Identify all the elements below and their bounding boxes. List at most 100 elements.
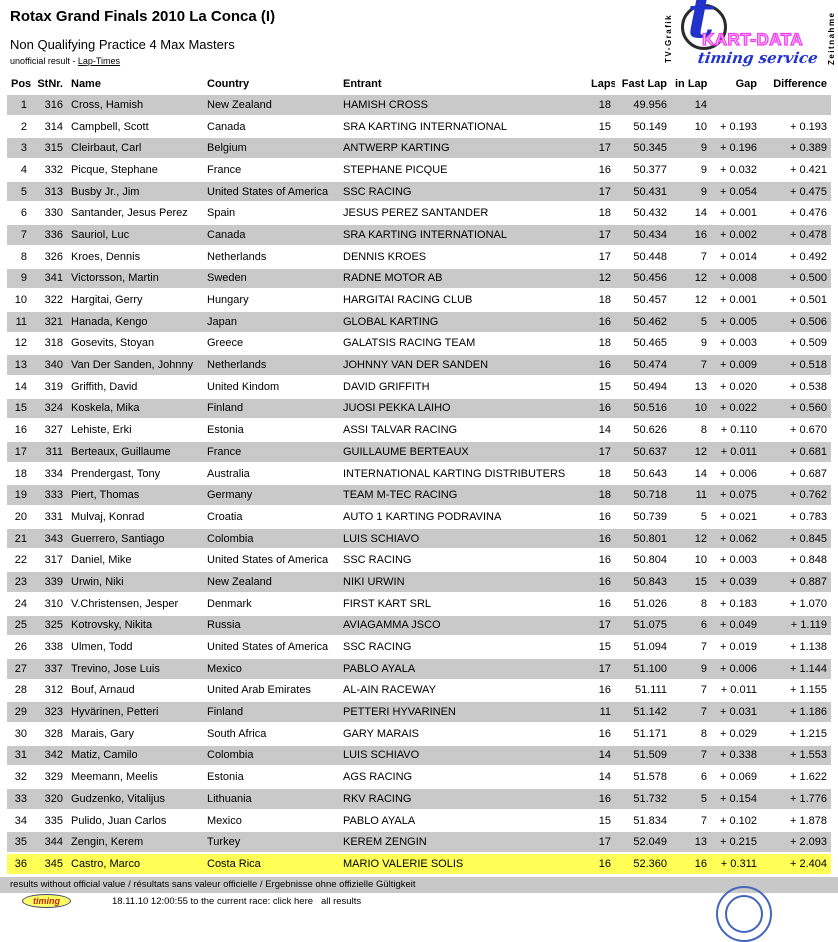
cell-laps: 18 — [598, 207, 611, 220]
cell-entrant: DAVID GRIFFITH — [343, 380, 430, 393]
click-here-link[interactable]: click here — [272, 896, 314, 907]
cell-stnr: 330 — [44, 207, 63, 220]
cell-pos: 5 — [20, 185, 27, 198]
cell-laps: 14 — [598, 749, 611, 762]
cell-stnr: 344 — [44, 836, 63, 849]
cell-country: Costa Rica — [207, 858, 261, 871]
cell-country: Denmark — [207, 597, 252, 610]
cell-name: Mulvaj, Konrad — [71, 510, 145, 523]
cell-laps: 16 — [598, 684, 611, 697]
result-status-label: unofficial result - — [10, 56, 78, 66]
cell-pos: 15 — [14, 402, 27, 415]
cell-laps: 16 — [598, 315, 611, 328]
cell-entrant: MARIO VALERIE SOLIS — [343, 858, 464, 871]
cell-inlap: 10 — [694, 120, 707, 133]
cell-gap: + 0.338 — [719, 749, 757, 762]
cell-fastlap: 49.956 — [633, 98, 667, 111]
cell-laps: 17 — [598, 836, 611, 849]
cell-pos: 7 — [20, 228, 27, 241]
cell-country: Belgium — [207, 142, 247, 155]
cell-laps: 16 — [598, 792, 611, 805]
cell-pos: 24 — [14, 597, 27, 610]
cell-inlap: 15 — [694, 575, 707, 588]
table-row: 5 313 Busby Jr., Jim United States of Am… — [7, 180, 831, 203]
cell-stnr: 324 — [44, 402, 63, 415]
cell-pos: 22 — [14, 554, 27, 567]
results-table: Pos StNr. Name Country Entrant Laps Fast… — [7, 74, 831, 875]
timing-service-wordmark: timing service — [696, 49, 820, 67]
cell-inlap: 6 — [700, 619, 707, 632]
cell-entrant: SSC RACING — [343, 554, 412, 567]
cell-laps: 12 — [598, 272, 611, 285]
table-row: 33 320 Gudzenko, Vitalijus Lithuania RKV… — [7, 788, 831, 810]
cell-laps: 16 — [598, 163, 611, 176]
cell-difference: + 0.762 — [789, 489, 827, 502]
timing-badge[interactable]: timing — [22, 894, 71, 908]
cell-difference: + 0.476 — [789, 207, 827, 220]
table-header-row: Pos StNr. Name Country Entrant Laps Fast… — [7, 74, 831, 94]
cell-pos: 23 — [14, 575, 27, 588]
cell-gap: + 0.215 — [719, 836, 757, 849]
cell-stnr: 334 — [44, 467, 63, 480]
col-header-difference: Difference — [773, 77, 827, 90]
cell-laps: 15 — [598, 641, 611, 654]
cell-inlap: 7 — [700, 359, 707, 372]
cell-inlap: 9 — [700, 163, 707, 176]
cell-country: United States of America — [207, 554, 329, 567]
cell-entrant: GLOBAL KARTING — [343, 315, 439, 328]
cell-stnr: 325 — [44, 619, 63, 632]
cell-gap: + 0.020 — [719, 380, 757, 393]
cell-pos: 28 — [14, 684, 27, 697]
cell-stnr: 341 — [44, 272, 63, 285]
cell-name: Ulmen, Todd — [71, 641, 133, 654]
cell-entrant: AVIAGAMMA JSCO — [343, 619, 441, 632]
cell-fastlap: 51.026 — [633, 597, 667, 610]
cell-difference: + 0.506 — [789, 315, 827, 328]
col-header-inlap: in Lap — [675, 77, 708, 90]
table-row: 14 319 Griffith, David United Kindom DAV… — [7, 375, 831, 398]
table-row: 34 335 Pulido, Juan Carlos Mexico PABLO … — [7, 809, 831, 832]
cell-inlap: 9 — [700, 142, 707, 155]
cell-difference: + 1.119 — [790, 619, 827, 632]
table-row: 23 339 Urwin, Niki New Zealand NIKI URWI… — [7, 571, 831, 593]
cell-laps: 16 — [598, 359, 611, 372]
cell-fastlap: 51.578 — [633, 771, 667, 784]
table-row: 16 327 Lehiste, Erki Estonia ASSI TALVAR… — [7, 419, 831, 441]
cell-entrant: JESUS PEREZ SANTANDER — [343, 207, 489, 220]
cell-entrant: KEREM ZENGIN — [343, 836, 427, 849]
cell-inlap: 7 — [700, 641, 707, 654]
all-results-link[interactable]: all results — [320, 896, 362, 907]
cell-country: Turkey — [207, 836, 241, 849]
table-row: 28 312 Bouf, Arnaud United Arab Emirates… — [7, 679, 831, 702]
cell-fastlap: 50.626 — [633, 424, 667, 437]
cell-difference: + 0.560 — [789, 402, 827, 415]
cell-laps: 15 — [598, 814, 611, 827]
cell-stnr: 342 — [44, 749, 63, 762]
table-row: 21 343 Guerrero, Santiago Colombia LUIS … — [7, 527, 831, 550]
cell-name: Hanada, Kengo — [71, 315, 148, 328]
cell-stnr: 319 — [44, 380, 63, 393]
cell-inlap: 12 — [694, 272, 707, 285]
lap-times-link[interactable]: Lap-Times — [77, 56, 121, 66]
cell-entrant: RKV RACING — [343, 792, 412, 805]
table-row: 13 340 Van Der Sanden, Johnny Netherland… — [7, 354, 831, 376]
cell-fastlap: 50.431 — [633, 185, 667, 198]
table-row: 10 322 Hargitai, Gerry Hungary HARGITAI … — [7, 289, 831, 311]
cell-gap: + 0.183 — [719, 597, 757, 610]
cell-laps: 17 — [598, 228, 611, 241]
kart-data-logo: TV-Grafik t KART-DATA timing service Zei… — [664, 0, 836, 75]
cell-difference: + 1.622 — [789, 771, 827, 784]
cell-fastlap: 50.462 — [633, 315, 667, 328]
cell-laps: 17 — [598, 662, 611, 675]
cell-entrant: SSC RACING — [343, 641, 412, 654]
cell-laps: 16 — [598, 510, 611, 523]
col-header-name: Name — [71, 77, 101, 90]
cell-country: Canada — [207, 228, 246, 241]
cell-inlap: 5 — [700, 792, 707, 805]
cell-fastlap: 52.360 — [633, 858, 667, 871]
table-row: 15 324 Koskela, Mika Finland JUOSI PEKKA… — [7, 397, 831, 420]
cell-country: Colombia — [207, 532, 254, 545]
cell-pos: 25 — [14, 619, 27, 632]
cell-stnr: 335 — [44, 814, 63, 827]
cell-pos: 36 — [14, 858, 27, 871]
